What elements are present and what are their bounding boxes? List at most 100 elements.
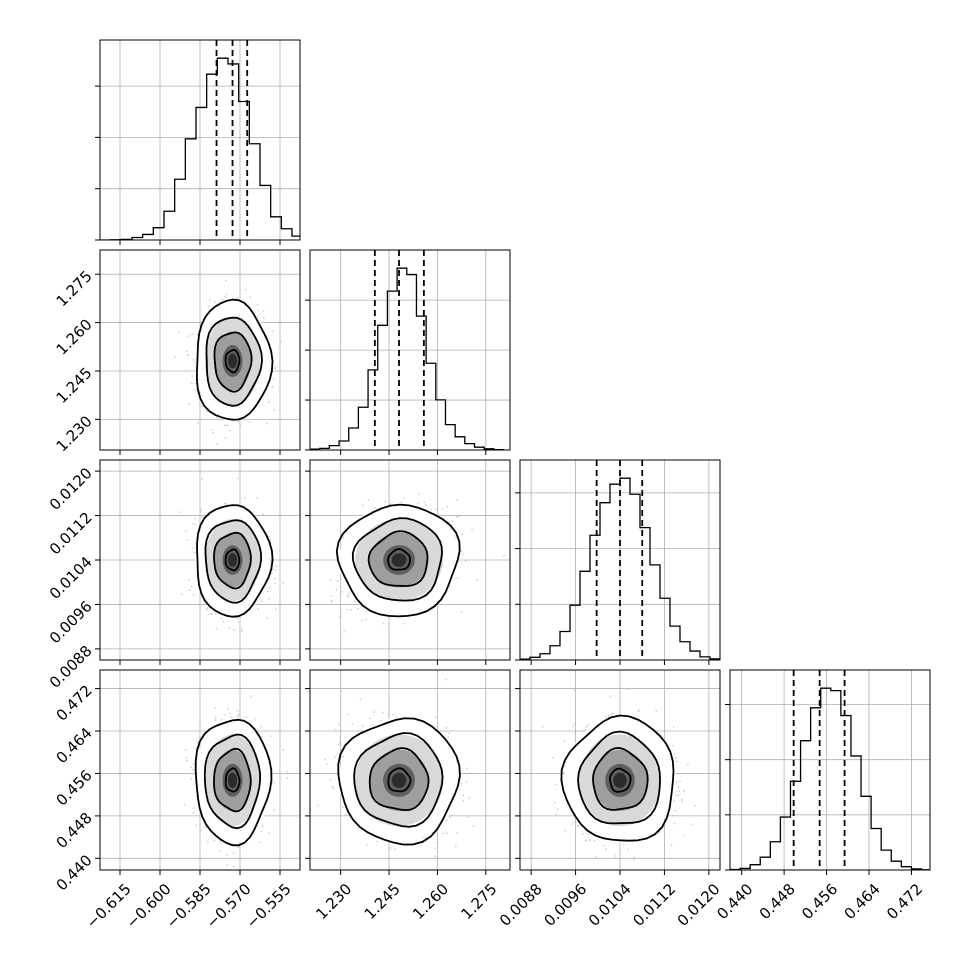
- sample-point: [180, 593, 183, 596]
- sample-point: [256, 303, 259, 306]
- sample-point: [273, 377, 276, 380]
- sample-point: [208, 298, 211, 301]
- sample-point: [250, 695, 252, 698]
- sample-point: [226, 864, 229, 866]
- sample-point: [388, 488, 390, 491]
- sample-point: [186, 538, 189, 541]
- density-shade: [227, 553, 238, 567]
- sample-point: [400, 501, 403, 503]
- sample-point: [206, 607, 209, 609]
- contour-line: [213, 531, 252, 590]
- sample-point: [503, 554, 505, 557]
- sample-point: [214, 707, 217, 710]
- sample-point: [262, 513, 265, 516]
- sample-point: [418, 493, 421, 496]
- sample-point: [476, 579, 479, 581]
- sample-point: [174, 356, 176, 358]
- sample-point: [186, 759, 188, 762]
- sample-point: [224, 279, 227, 282]
- sample-point: [271, 330, 274, 333]
- sample-point: [185, 350, 188, 353]
- sample-point: [194, 517, 196, 520]
- sample-point: [365, 618, 368, 621]
- sample-point: [199, 511, 202, 513]
- sample-point: [219, 850, 222, 853]
- sample-point: [223, 424, 226, 426]
- contour-line: [224, 548, 241, 572]
- sample-point: [367, 499, 370, 502]
- sample-point: [273, 577, 276, 580]
- sample-point: [354, 600, 356, 603]
- contour-line: [195, 298, 274, 421]
- sample-point: [215, 443, 218, 445]
- sample-point: [269, 539, 272, 542]
- sample-point: [274, 568, 277, 571]
- sample-point: [268, 536, 270, 538]
- sample-point: [237, 621, 239, 623]
- sample-point: [266, 422, 268, 425]
- panel-frame: [309, 249, 511, 451]
- sample-point: [194, 382, 197, 385]
- sample-point: [455, 515, 458, 518]
- sample-point: [280, 340, 282, 343]
- sample-point: [269, 560, 272, 563]
- sample-point: [451, 520, 454, 523]
- sample-point: [286, 770, 289, 773]
- sample-point: [471, 528, 473, 531]
- sample-point: [361, 504, 364, 507]
- sample-point: [236, 296, 239, 299]
- sample-point: [342, 536, 345, 539]
- sample-point: [373, 506, 376, 509]
- sample-point: [424, 503, 427, 506]
- sample-point: [260, 600, 263, 603]
- sample-point: [252, 511, 254, 513]
- sample-point: [244, 497, 246, 499]
- sample-point: [192, 807, 195, 809]
- sample-point: [201, 477, 204, 480]
- scatter-panel-3-0: [95, 669, 301, 875]
- sample-point: [202, 514, 205, 517]
- scatter-panel-2-1: [305, 459, 511, 665]
- sample-point: [244, 288, 247, 291]
- sample-point: [457, 515, 460, 518]
- sample-point: [446, 505, 448, 508]
- sample-point: [237, 477, 240, 480]
- scatter-panel-1-0: [95, 249, 301, 455]
- sample-point: [210, 429, 213, 431]
- sample-point: [448, 521, 450, 523]
- sample-point: [330, 600, 333, 603]
- sample-point: [460, 611, 463, 613]
- histogram-step: [100, 57, 300, 240]
- sample-point: [402, 497, 405, 500]
- sample-point: [260, 830, 263, 833]
- sample-point: [205, 608, 208, 611]
- sample-point: [208, 613, 211, 616]
- sample-point: [191, 547, 194, 549]
- sample-point: [335, 588, 338, 591]
- sample-point: [268, 597, 271, 600]
- sample-point: [228, 626, 231, 629]
- sample-point: [222, 620, 225, 623]
- sample-point: [237, 846, 240, 848]
- sample-point: [236, 715, 239, 718]
- sample-point: [228, 712, 231, 715]
- sample-point: [435, 508, 438, 511]
- sample-point: [461, 533, 463, 536]
- sample-point: [237, 420, 240, 423]
- hist-panel-2: [515, 459, 721, 665]
- sample-point: [215, 416, 218, 419]
- sample-point: [191, 333, 194, 336]
- sample-point: [271, 572, 273, 575]
- sample-point: [282, 581, 285, 584]
- contour-line: [387, 548, 412, 571]
- sample-point: [275, 608, 277, 611]
- sample-point: [456, 577, 459, 580]
- sample-point: [441, 508, 444, 510]
- contour-line: [196, 504, 274, 618]
- sample-point: [267, 590, 269, 593]
- contour-line: [205, 316, 263, 407]
- sample-point: [225, 424, 228, 427]
- sample-point: [275, 565, 278, 568]
- sample-point: [343, 630, 345, 633]
- sample-point: [453, 534, 456, 537]
